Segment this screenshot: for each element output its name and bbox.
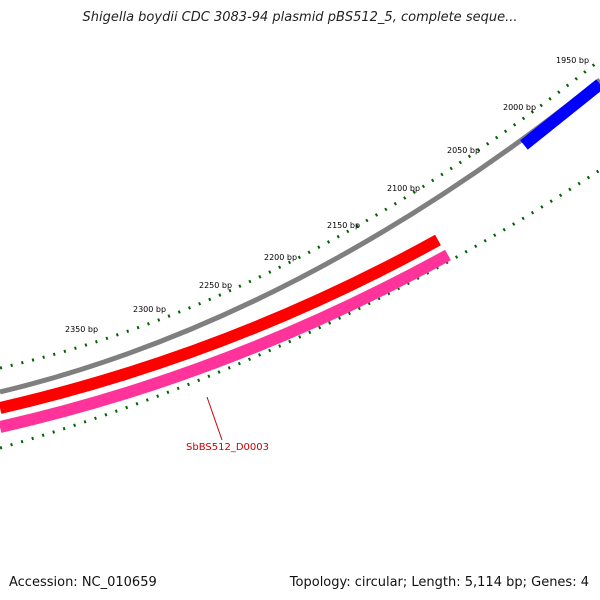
tick-label-2100: 2100 bp [387,184,420,193]
tick-label-1950: 1950 bp [556,56,589,65]
outer-tick-ring [0,58,600,370]
accession-label: Accession: NC_010659 [9,575,157,590]
tick-label-2150: 2150 bp [327,221,360,230]
tick-label-2300: 2300 bp [133,305,166,314]
sequence-backbone [0,78,600,395]
tick-label-2200: 2200 bp [264,253,297,262]
feature-pink[interactable] [0,249,451,433]
tick-label-2000: 2000 bp [503,103,536,112]
tick-label-2250: 2250 bp [199,281,232,290]
map-title: Shigella boydii CDC 3083-94 plasmid pBS5… [82,10,518,25]
tick-label-2050: 2050 bp [447,146,480,155]
feature-red[interactable] [0,234,441,414]
gene-label-sbbs512-d0003[interactable]: SbBS512_D0003 [186,442,269,453]
gene-label-leader [206,396,223,441]
scale-labels: 1950 bp 2000 bp 2050 bp 2100 bp 2150 bp … [65,56,589,334]
tick-label-2350: 2350 bp [65,325,98,334]
feature-blue[interactable] [520,79,600,150]
topology-summary: Topology: circular; Length: 5,114 bp; Ge… [289,575,589,590]
